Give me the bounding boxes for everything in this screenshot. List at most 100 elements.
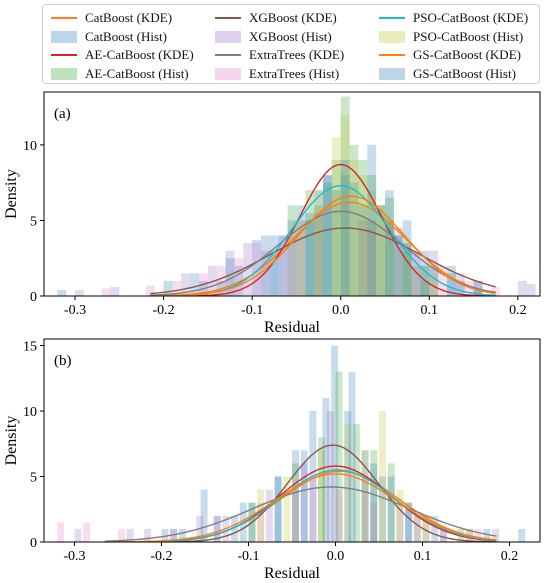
- hist-bar-0-0: [57, 289, 67, 296]
- x-axis-label-b: Residual: [264, 565, 321, 582]
- hist-bar-0-10: [361, 450, 369, 542]
- legend-label-0: CatBoost (KDE): [85, 10, 173, 25]
- hist-bar-1-10: [385, 197, 394, 296]
- hist-bar-3-1: [145, 285, 155, 296]
- hist-bar-4-7: [422, 515, 430, 542]
- hist-bar-0-8: [331, 345, 339, 542]
- hist-bar-2-1: [126, 528, 134, 542]
- panel-label-b: (b): [54, 353, 72, 369]
- axes-frame-a: [43, 91, 541, 297]
- hist-bar-4-11: [429, 273, 439, 296]
- legend-swatch-7: [215, 67, 241, 80]
- y-tick-label-3: 15: [23, 340, 37, 355]
- hist-bar-3-8: [367, 228, 377, 296]
- hist-bar-0-14: [340, 175, 350, 296]
- hist-bar-1-4: [352, 424, 360, 542]
- hist-bar-4-0: [296, 220, 306, 296]
- hist-bar-4-2: [318, 450, 326, 542]
- hist-bar-4-4: [361, 450, 369, 542]
- legend-swatch-0: [51, 17, 77, 19]
- hist-bar-2-15: [517, 280, 527, 296]
- hist-bar-4-5: [358, 175, 368, 296]
- hist-bar-4-1: [314, 190, 323, 296]
- hist-bar-2-13: [455, 273, 465, 296]
- hist-bar-5-7: [367, 144, 377, 296]
- hist-bar-5-11: [447, 265, 456, 296]
- kde-line-1: [150, 163, 496, 296]
- hist-bar-0-3: [231, 515, 239, 542]
- hist-bar-0-16: [358, 205, 368, 296]
- hist-bar-0-12: [323, 175, 332, 296]
- legend-label-7: ExtraTrees (Hist): [249, 65, 340, 81]
- hist-bar-0-9: [344, 411, 352, 542]
- hist-bar-5-10: [431, 515, 439, 542]
- hist-bar-0-25: [447, 273, 456, 296]
- legend-swatch-2: [51, 54, 77, 56]
- x-tick-label-1: -0.2: [150, 549, 172, 564]
- hist-bar-2-5: [265, 489, 273, 542]
- hist-series-0: [57, 175, 483, 296]
- hist-bar-0-20: [393, 235, 403, 296]
- kde-line-0: [150, 201, 496, 296]
- hist-bar-1-7: [358, 160, 368, 296]
- hist-bar-0-17: [367, 220, 377, 296]
- legend-label-1: CatBoost (Hist): [85, 28, 167, 44]
- legend-swatch-4: [215, 17, 241, 19]
- hist-bar-5-5: [323, 175, 332, 296]
- hist-bar-1-11: [393, 235, 403, 296]
- hist-bar-2-0: [74, 528, 82, 542]
- panel-a: -0.3 -0.2 -0.1 0.0 0.1 0.2 0 5 10 Residual Density…: [3, 91, 541, 336]
- hist-bar-5-1: [190, 273, 199, 296]
- hist-bar-0-21: [402, 243, 412, 296]
- hist-bar-3-6: [252, 243, 261, 296]
- legend-swatch-10: [379, 54, 405, 56]
- legend-swatch-11: [379, 67, 405, 80]
- hist-bar-3-2: [172, 280, 182, 296]
- hist-bar-0-13: [331, 190, 341, 296]
- hist-bar-5-10: [420, 250, 430, 296]
- hist-bar-1-2: [318, 437, 326, 542]
- hist-bar-0-7: [278, 235, 288, 296]
- hist-bar-0-3: [234, 265, 244, 296]
- hist-bar-5-7: [370, 463, 378, 542]
- hist-bar-0-12: [405, 502, 413, 542]
- hist-bar-4-9: [402, 243, 412, 296]
- hist-bar-4-3: [340, 114, 350, 296]
- x-tick-label-5: 0.2: [501, 549, 519, 564]
- hist-bar-0-14: [518, 528, 526, 542]
- hist-bar-3-9: [411, 250, 421, 296]
- hist-bar-3-8: [335, 489, 343, 542]
- legend-swatch-6: [215, 54, 241, 56]
- legend-label-2: AE-CatBoost (KDE): [85, 47, 194, 62]
- hist-bar-0-10: [305, 212, 315, 296]
- hist-bar-3-5: [257, 502, 265, 542]
- hist-bar-3-0: [101, 288, 111, 296]
- hist-bar-1-8: [367, 175, 377, 296]
- hist-bar-5-6: [348, 371, 356, 542]
- hist-bar-3-2: [117, 528, 125, 542]
- hist-bar-4-2: [331, 137, 341, 296]
- hist-bar-0-11: [379, 476, 386, 542]
- hist-bar-5-4: [305, 220, 315, 296]
- hist-bar-3-11: [464, 280, 474, 296]
- y-tick-label-1: 5: [30, 214, 37, 229]
- hist-bar-1-14: [420, 280, 430, 296]
- hist-bar-2-10: [358, 220, 368, 296]
- hist-bar-0-18: [376, 205, 385, 296]
- hist-bar-2-9: [314, 212, 323, 296]
- hist-bar-2-3: [207, 265, 217, 296]
- hist-bar-0-27: [473, 289, 483, 296]
- legend-swatch-1: [51, 30, 77, 43]
- hist-bar-0-11: [314, 190, 323, 296]
- hist-bar-4-6: [396, 489, 404, 542]
- y-tick-label-0: 0: [30, 536, 37, 551]
- hist-bar-2-7: [278, 235, 288, 296]
- legend-swatch-9: [379, 30, 405, 43]
- hist-bar-0-22: [411, 250, 421, 296]
- hist-bar-2-9: [396, 502, 404, 542]
- hist-bar-3-12: [474, 528, 482, 542]
- hist-bar-2-6: [300, 463, 308, 542]
- hist-bar-3-4: [213, 515, 221, 542]
- hist-bar-0-24: [429, 265, 439, 296]
